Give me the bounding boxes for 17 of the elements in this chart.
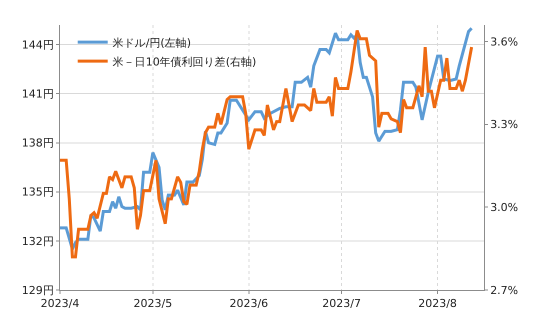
y2-tick-label: 3.0% (490, 201, 518, 214)
y-tick-label: 132円 (22, 234, 54, 248)
y-tick-label: 141円 (22, 88, 54, 101)
y-tick-label: 144円 (22, 38, 54, 52)
legend-label: 米ドル/円(左軸) (112, 36, 192, 50)
x-tick-label: 2023/5 (134, 297, 172, 310)
x-tick-label: 2023/4 (40, 297, 80, 310)
y2-tick-label: 3.3% (490, 118, 518, 132)
y-tick-label: 129円 (22, 284, 54, 297)
x-tick-label: 2023/7 (322, 297, 361, 310)
y2-tick-label: 2.7% (490, 284, 518, 297)
x-tick-label: 2023/8 (418, 297, 457, 310)
x-tick-label: 2023/6 (229, 297, 268, 310)
y2-tick-label: 3.6% (490, 35, 518, 48)
legend-label: 米－日10年債利回り差(右軸) (112, 55, 256, 68)
y-tick-label: 138円 (22, 136, 54, 150)
y-tick-label: 135円 (22, 186, 54, 199)
